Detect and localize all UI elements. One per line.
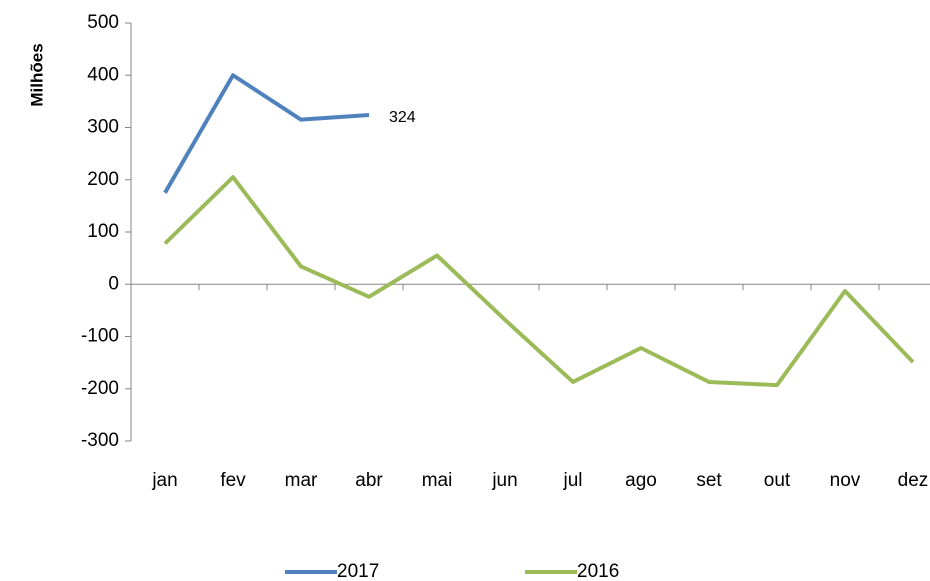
series-line	[163, 73, 370, 194]
x-tick-label: dez	[898, 470, 929, 491]
legend-label: 2016	[577, 561, 619, 581]
x-tick-label: jun	[491, 470, 517, 491]
x-tick-label: jan	[151, 470, 177, 491]
y-tick-label: -200	[81, 378, 119, 399]
data-label: 324	[389, 109, 416, 126]
x-tick-label: mar	[285, 470, 318, 491]
x-tick-label: abr	[355, 470, 383, 491]
y-axis-label: Milhões	[27, 43, 46, 106]
series-line	[163, 175, 915, 388]
y-tick-label: 100	[87, 221, 119, 242]
x-tick-label: nov	[830, 470, 861, 491]
y-tick-label: 200	[87, 169, 119, 190]
x-tick-label: ago	[625, 470, 657, 491]
x-tick-label: set	[696, 470, 722, 491]
y-tick-label: 400	[87, 64, 119, 85]
legend-label: 2017	[337, 561, 379, 581]
y-tick-label: 0	[108, 273, 119, 294]
y-tick-label: -100	[81, 326, 119, 347]
x-tick-label: fev	[220, 470, 246, 491]
x-tick-label: mai	[422, 470, 453, 491]
y-tick-label: 300	[87, 117, 119, 138]
y-tick-label: 500	[87, 12, 119, 33]
y-tick-label: -300	[81, 430, 119, 451]
x-tick-label: jul	[562, 470, 582, 491]
x-tick-label: out	[764, 470, 791, 491]
